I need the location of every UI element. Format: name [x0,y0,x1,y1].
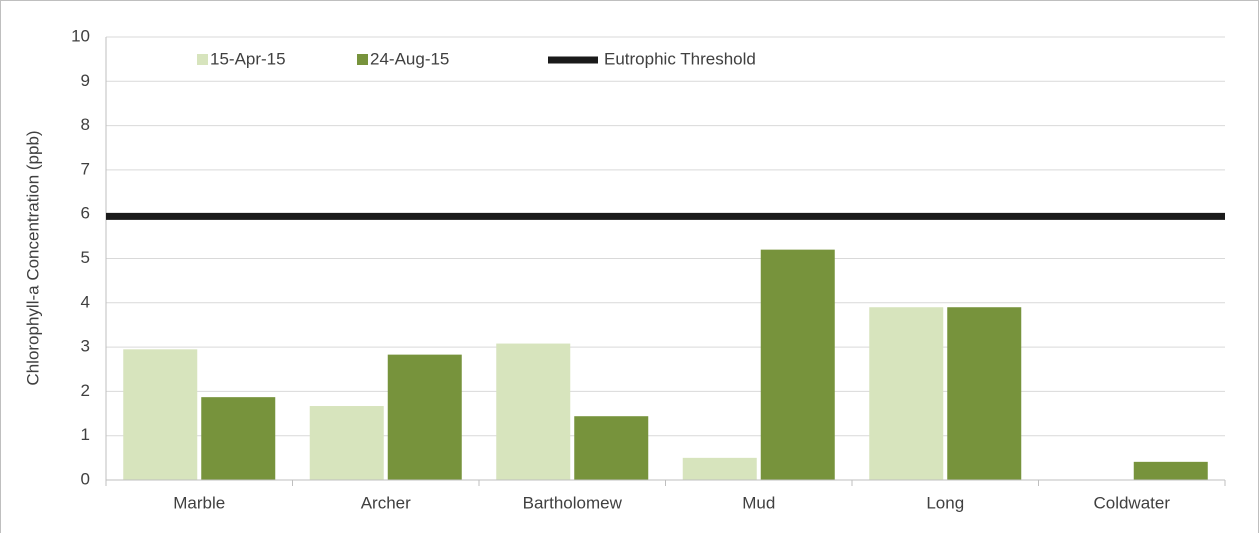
legend-swatch [197,54,208,65]
bar [682,457,757,480]
bar [496,343,571,480]
x-tick-label: Mud [742,493,775,512]
x-tick-label: Archer [361,493,411,512]
y-tick-label: 1 [81,425,90,444]
bar [1133,461,1208,480]
y-tick-label: 6 [81,204,90,223]
y-tick-label: 4 [81,292,90,311]
y-axis-label: Chlorophyll-a Concentration (ppb) [23,130,42,385]
y-tick-label: 10 [71,26,90,45]
legend-label: 24-Aug-15 [370,49,449,68]
bar [869,307,944,480]
y-tick-label: 5 [81,248,90,267]
y-tick-label: 0 [81,469,90,488]
y-tick-label: 3 [81,337,90,356]
bar [574,416,649,480]
legend-swatch [357,54,368,65]
bar [201,397,276,480]
bar [123,349,198,480]
legend-label: Eutrophic Threshold [604,49,756,68]
bar [760,249,835,480]
x-tick-label: Marble [173,493,225,512]
x-tick-label: Long [926,493,964,512]
y-tick-label: 7 [81,159,90,178]
x-tick-label: Bartholomew [523,493,623,512]
y-tick-label: 8 [81,115,90,134]
x-tick-label: Coldwater [1093,493,1170,512]
legend-label: 15-Apr-15 [210,49,286,68]
bar [309,406,384,480]
y-tick-label: 9 [81,71,90,90]
y-tick-label: 2 [81,381,90,400]
bar [947,307,1022,480]
bar [387,354,462,480]
